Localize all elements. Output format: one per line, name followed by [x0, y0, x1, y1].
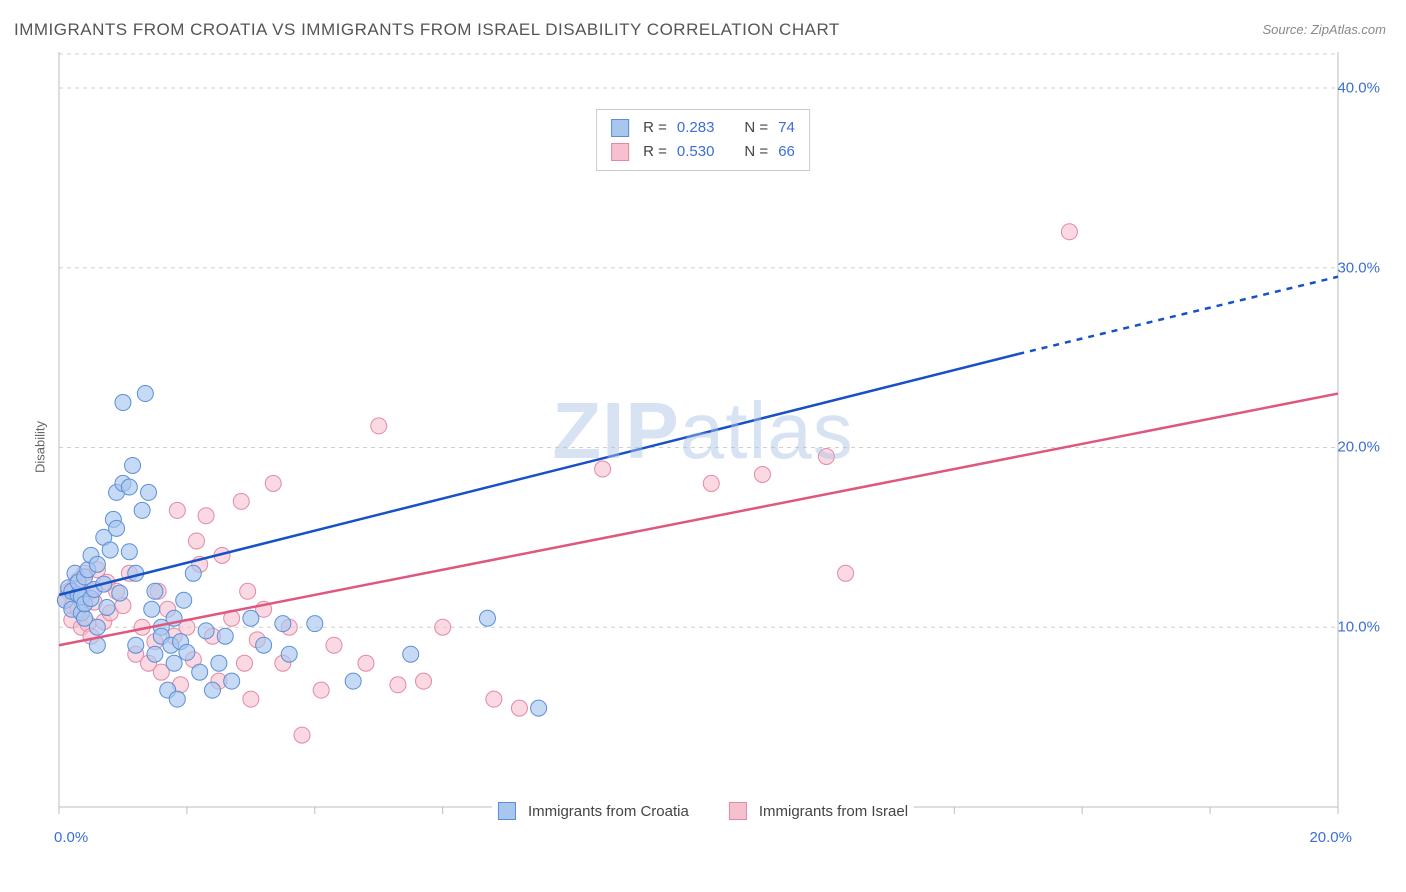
- plot-area: Disability ZIPatlas 10.0%20.0%30.0%40.0%…: [14, 52, 1392, 842]
- y-tick-label: 10.0%: [1337, 619, 1380, 636]
- swatch-israel: [729, 802, 747, 820]
- x-max-label: 20.0%: [1309, 829, 1352, 846]
- legend-item-croatia: Immigrants from Croatia: [498, 802, 689, 820]
- y-tick-label: 20.0%: [1337, 439, 1380, 456]
- x-tick-labels: 0.0% 20.0%: [14, 829, 1392, 846]
- source-label: Source: ZipAtlas.com: [1262, 22, 1386, 37]
- swatch-israel: [611, 143, 629, 161]
- swatch-croatia: [611, 119, 629, 137]
- correlation-legend: R = 0.283 N = 74 R = 0.530 N = 66: [596, 109, 810, 171]
- x-min-label: 0.0%: [54, 829, 88, 846]
- swatch-croatia: [498, 802, 516, 820]
- legend-item-israel: Immigrants from Israel: [729, 802, 908, 820]
- chart-page: IMMIGRANTS FROM CROATIA VS IMMIGRANTS FR…: [0, 0, 1406, 892]
- chart-title: IMMIGRANTS FROM CROATIA VS IMMIGRANTS FR…: [14, 20, 840, 40]
- y-tick-label: 40.0%: [1337, 79, 1380, 96]
- legend-row-croatia: R = 0.283 N = 74: [611, 116, 795, 140]
- legend-row-israel: R = 0.530 N = 66: [611, 140, 795, 164]
- y-tick-label: 30.0%: [1337, 259, 1380, 276]
- series-legend: Immigrants from Croatia Immigrants from …: [492, 802, 914, 820]
